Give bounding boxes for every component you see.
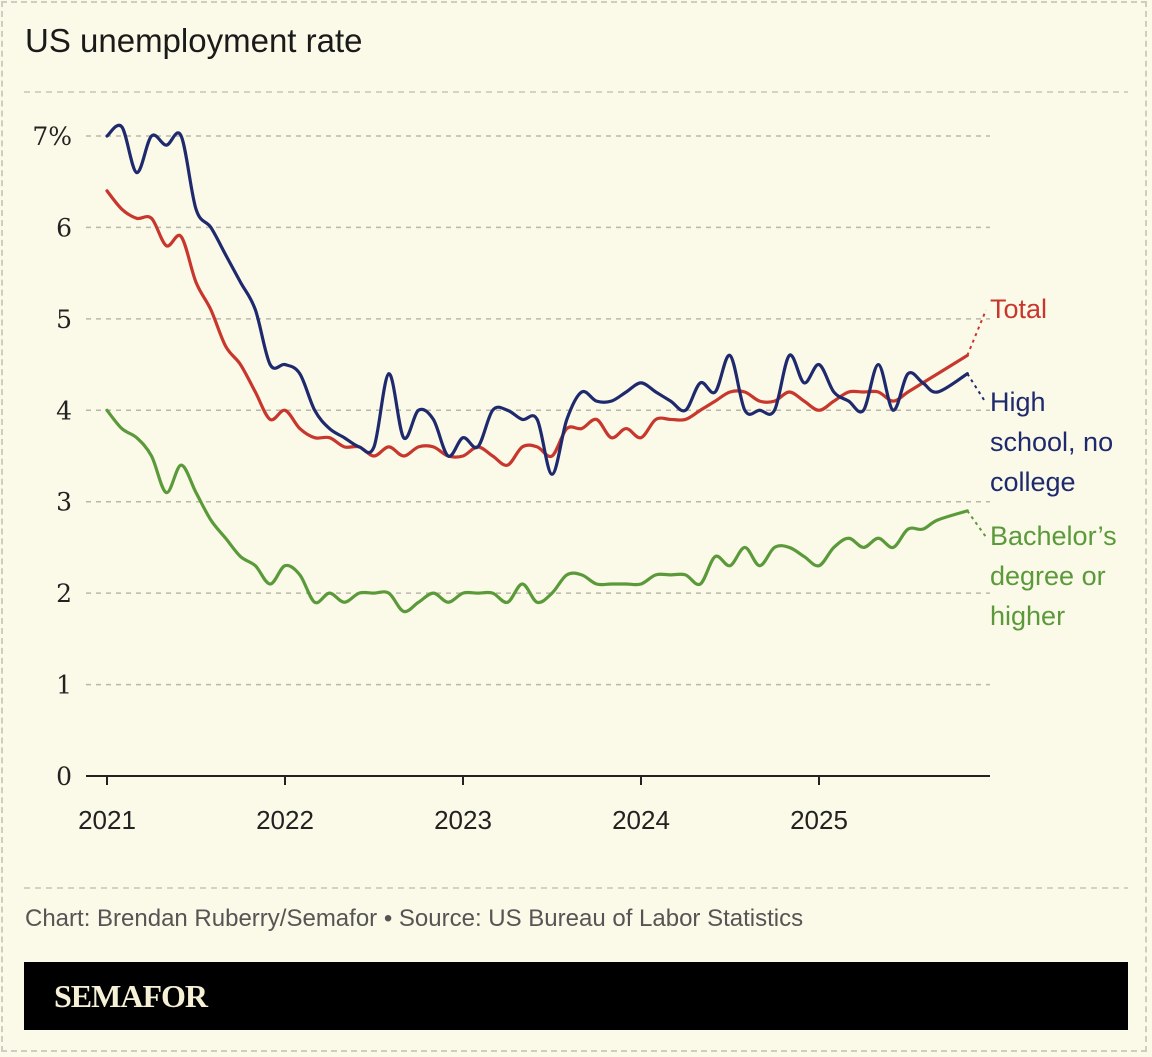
y-tick-label: 4 [56, 396, 72, 425]
x-tick-label: 2025 [790, 805, 848, 835]
label-line: college [990, 467, 1076, 497]
x-tick-label: 2021 [78, 805, 136, 835]
x-tick-label: 2023 [434, 805, 492, 835]
semafor-logo: SEMAFOR [54, 978, 208, 1014]
label-line: degree or [990, 561, 1106, 591]
series-total-line [105, 189, 969, 467]
series-bachelors-line [105, 408, 969, 614]
x-tick-label: 2024 [612, 805, 670, 835]
label-line: High [990, 387, 1046, 417]
label-line: Bachelor’s [990, 521, 1117, 551]
leader-line [966, 373, 987, 404]
source-credit: Chart: Brendan Ruberry/Semafor • Source:… [25, 905, 804, 932]
leader-line [966, 510, 987, 538]
label-bachelors: Bachelor’s degree or higher [990, 521, 1117, 631]
leader-line [966, 309, 987, 356]
label-line: school, no [990, 427, 1113, 457]
y-tick-label: 6 [56, 213, 72, 242]
label-line: Total [990, 294, 1047, 324]
brand-bar: SEMAFOR [24, 962, 1128, 1030]
y-tick-label: 7% [32, 122, 72, 151]
y-tick-label: 3 [56, 488, 72, 517]
y-tick-label: 0 [56, 762, 72, 791]
label-line: higher [990, 601, 1065, 631]
x-tick-label: 2022 [256, 805, 314, 835]
label-high-school: High school, no college [990, 387, 1113, 497]
y-tick-label: 1 [56, 671, 72, 700]
chart-title: US unemployment rate [25, 22, 363, 59]
y-tick-label: 5 [56, 305, 72, 334]
y-tick-label: 2 [56, 579, 72, 608]
label-total: Total [990, 294, 1047, 324]
series-high-school-line [105, 123, 969, 476]
